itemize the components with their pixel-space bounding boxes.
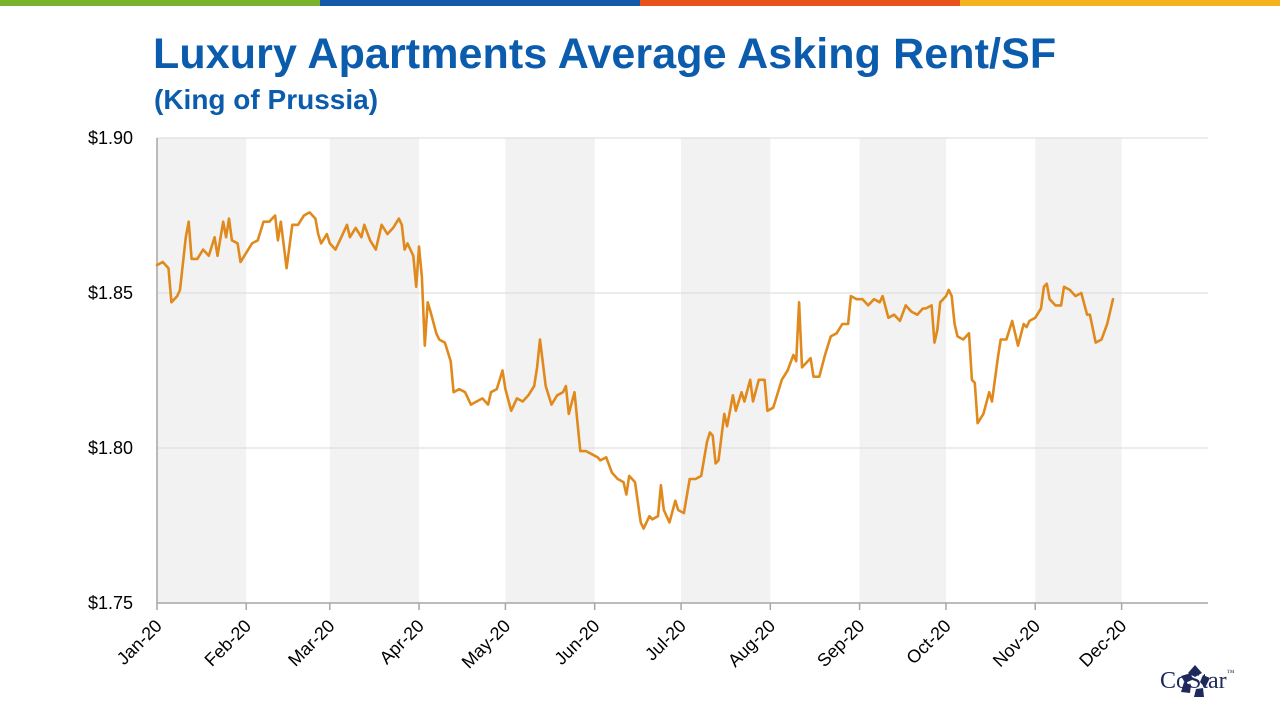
logo-name: CoStar <box>1160 668 1227 694</box>
x-tick-label: Mar-20 <box>284 616 338 670</box>
x-tick-label: Aug-20 <box>724 616 779 671</box>
logo-trademark: ™ <box>1226 668 1235 677</box>
brand-color-bar <box>0 0 1280 6</box>
y-tick-label: $1.80 <box>88 438 133 458</box>
x-tick-label: Apr-20 <box>376 616 428 668</box>
x-tick-label: Jan-20 <box>113 616 166 669</box>
brand-bar-yellow <box>960 0 1280 6</box>
brand-bar-green <box>0 0 320 6</box>
brand-bar-orange <box>640 0 960 6</box>
costar-logo-text: CoStar™ <box>1160 668 1235 695</box>
x-tick-label: Sep-20 <box>813 616 868 671</box>
month-band <box>1035 138 1122 603</box>
month-band <box>859 138 946 603</box>
month-band <box>505 138 595 603</box>
x-tick-label: Oct-20 <box>902 616 954 668</box>
chart-title: Luxury Apartments Average Asking Rent/SF <box>153 30 1057 78</box>
x-tick-label: Nov-20 <box>989 616 1044 671</box>
month-band <box>329 138 420 603</box>
brand-bar-blue <box>320 0 640 6</box>
x-tick-label: Jul-20 <box>641 616 690 665</box>
y-tick-label: $1.90 <box>88 128 133 148</box>
x-tick-label: Feb-20 <box>201 616 255 670</box>
y-tick-label: $1.85 <box>88 283 133 303</box>
costar-logo-icon <box>1181 665 1210 697</box>
y-tick-label: $1.75 <box>88 593 133 613</box>
x-tick-label: Jun-20 <box>550 616 603 669</box>
month-band <box>681 138 771 603</box>
x-tick-label: May-20 <box>458 616 515 673</box>
chart-subtitle: (King of Prussia) <box>154 84 379 115</box>
month-band <box>157 138 247 603</box>
costar-logo-mark <box>1181 665 1210 697</box>
series-line <box>155 211 1115 530</box>
